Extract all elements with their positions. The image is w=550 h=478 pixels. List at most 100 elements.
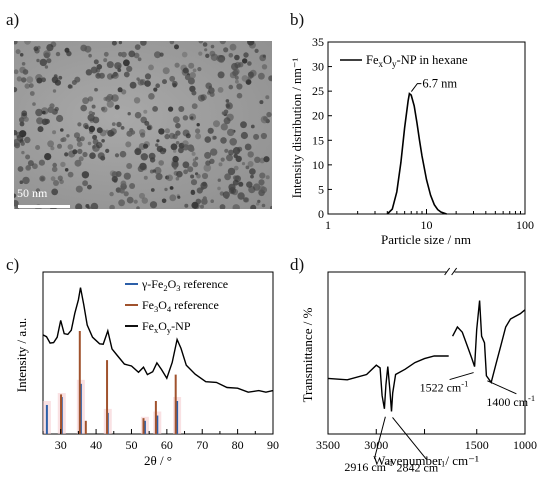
nanoparticle: [123, 172, 131, 180]
nanoparticle: [233, 68, 240, 75]
nanoparticle: [168, 106, 174, 112]
nanoparticle: [256, 202, 260, 206]
nanoparticle: [36, 117, 44, 125]
nanoparticle: [182, 140, 189, 147]
nanoparticle-texture: [14, 41, 272, 209]
nanoparticle: [227, 167, 236, 176]
nanoparticle: [228, 149, 234, 156]
nanoparticle: [164, 187, 168, 192]
nanoparticle: [112, 72, 119, 79]
nanoparticle: [67, 171, 74, 178]
nanoparticle: [120, 126, 125, 130]
nanoparticle: [224, 148, 229, 153]
chart-c-xtick-label: 70: [196, 438, 208, 452]
nanoparticle: [23, 116, 29, 122]
nanoparticle: [121, 51, 127, 58]
nanoparticle: [238, 181, 244, 187]
chart-d-axis-break-gap: [446, 268, 455, 276]
nanoparticle: [259, 172, 266, 179]
nanoparticle: [243, 52, 249, 58]
nanoparticle: [191, 201, 199, 209]
nanoparticle: [169, 186, 174, 190]
nanoparticle: [224, 173, 232, 181]
nanoparticle: [128, 50, 136, 58]
nanoparticle: [146, 125, 152, 130]
nanoparticle: [246, 181, 253, 188]
chart-d-axis-break-mark: [444, 267, 451, 276]
nanoparticle: [143, 175, 148, 180]
nanoparticle: [15, 49, 21, 55]
nanoparticle: [101, 139, 105, 143]
panel-d-label: d): [290, 255, 305, 274]
nanoparticle: [210, 148, 218, 156]
chart-c-xrd: 30 40 50 60 70 80 90 γ-Fe2O3 reference Fe3O4 re…: [14, 271, 279, 468]
nanoparticle: [117, 87, 123, 93]
nanoparticle: [87, 141, 92, 146]
chart-d-annotation: 2842 cm-1: [397, 458, 446, 474]
nanoparticle: [82, 180, 88, 187]
nanoparticle: [154, 51, 161, 59]
nanoparticle: [73, 132, 81, 139]
nanoparticle: [103, 51, 109, 57]
nanoparticle: [111, 94, 119, 102]
nanoparticle: [244, 197, 250, 203]
nanoparticle: [152, 106, 159, 112]
nanoparticle: [89, 152, 96, 159]
nanoparticle: [263, 156, 270, 163]
nanoparticle: [169, 194, 177, 202]
nanoparticle: [140, 116, 147, 124]
nanoparticle: [237, 192, 245, 200]
nanoparticle: [39, 58, 47, 67]
nanoparticle: [232, 147, 241, 155]
nanoparticle: [119, 150, 127, 158]
nanoparticle: [195, 128, 201, 134]
nanoparticle: [158, 128, 165, 135]
chart-b-ytick-label: 25: [312, 84, 324, 98]
nanoparticle: [14, 87, 18, 93]
nanoparticle: [224, 195, 229, 200]
nanoparticle: [81, 171, 90, 179]
nanoparticle: [201, 172, 209, 180]
nanoparticle: [192, 68, 197, 73]
nanoparticle: [103, 58, 108, 63]
chart-c-legend-text: γ-Fe2O3 reference: [141, 277, 228, 293]
nanoparticle: [217, 87, 224, 93]
nanoparticle: [137, 57, 142, 62]
chart-d-xtick-label: 1500: [465, 438, 489, 452]
tem-micrograph: [14, 41, 272, 209]
nanoparticle: [223, 47, 229, 53]
chart-d-spectrum-line: [327, 300, 526, 412]
chart-d-xtick-label: 1000: [513, 438, 537, 452]
nanoparticle: [177, 195, 181, 199]
chart-d-annotation-leader: [373, 416, 386, 459]
nanoparticle: [170, 143, 178, 151]
nanoparticle: [28, 83, 34, 88]
nanoparticle: [162, 79, 167, 85]
nanoparticle: [149, 201, 158, 209]
nanoparticle: [54, 79, 62, 86]
nanoparticle: [140, 132, 146, 138]
nanoparticle: [166, 174, 173, 182]
nanoparticle: [204, 136, 212, 143]
nanoparticle: [218, 57, 225, 64]
nanoparticle: [265, 95, 270, 100]
chart-c-pattern-line: [42, 287, 274, 393]
nanoparticle: [253, 133, 260, 140]
nanoparticle: [233, 165, 239, 171]
nanoparticle: [238, 62, 244, 68]
nanoparticle: [162, 67, 170, 75]
nanoparticle: [114, 153, 120, 158]
nanoparticle: [207, 91, 211, 95]
nanoparticle: [174, 44, 179, 50]
nanoparticle: [217, 71, 225, 79]
nanoparticle: [228, 53, 234, 58]
nanoparticle: [88, 53, 92, 58]
nanoparticle: [162, 148, 167, 153]
nanoparticle: [192, 158, 197, 162]
chart-b-xtick-label: 100: [516, 218, 534, 232]
nanoparticle: [218, 162, 223, 167]
nanoparticle: [82, 97, 89, 105]
chart-d-annotation: 1400 cm-1: [486, 393, 535, 409]
nanoparticle: [178, 147, 184, 154]
chart-c-xtick-label: 60: [161, 438, 173, 452]
